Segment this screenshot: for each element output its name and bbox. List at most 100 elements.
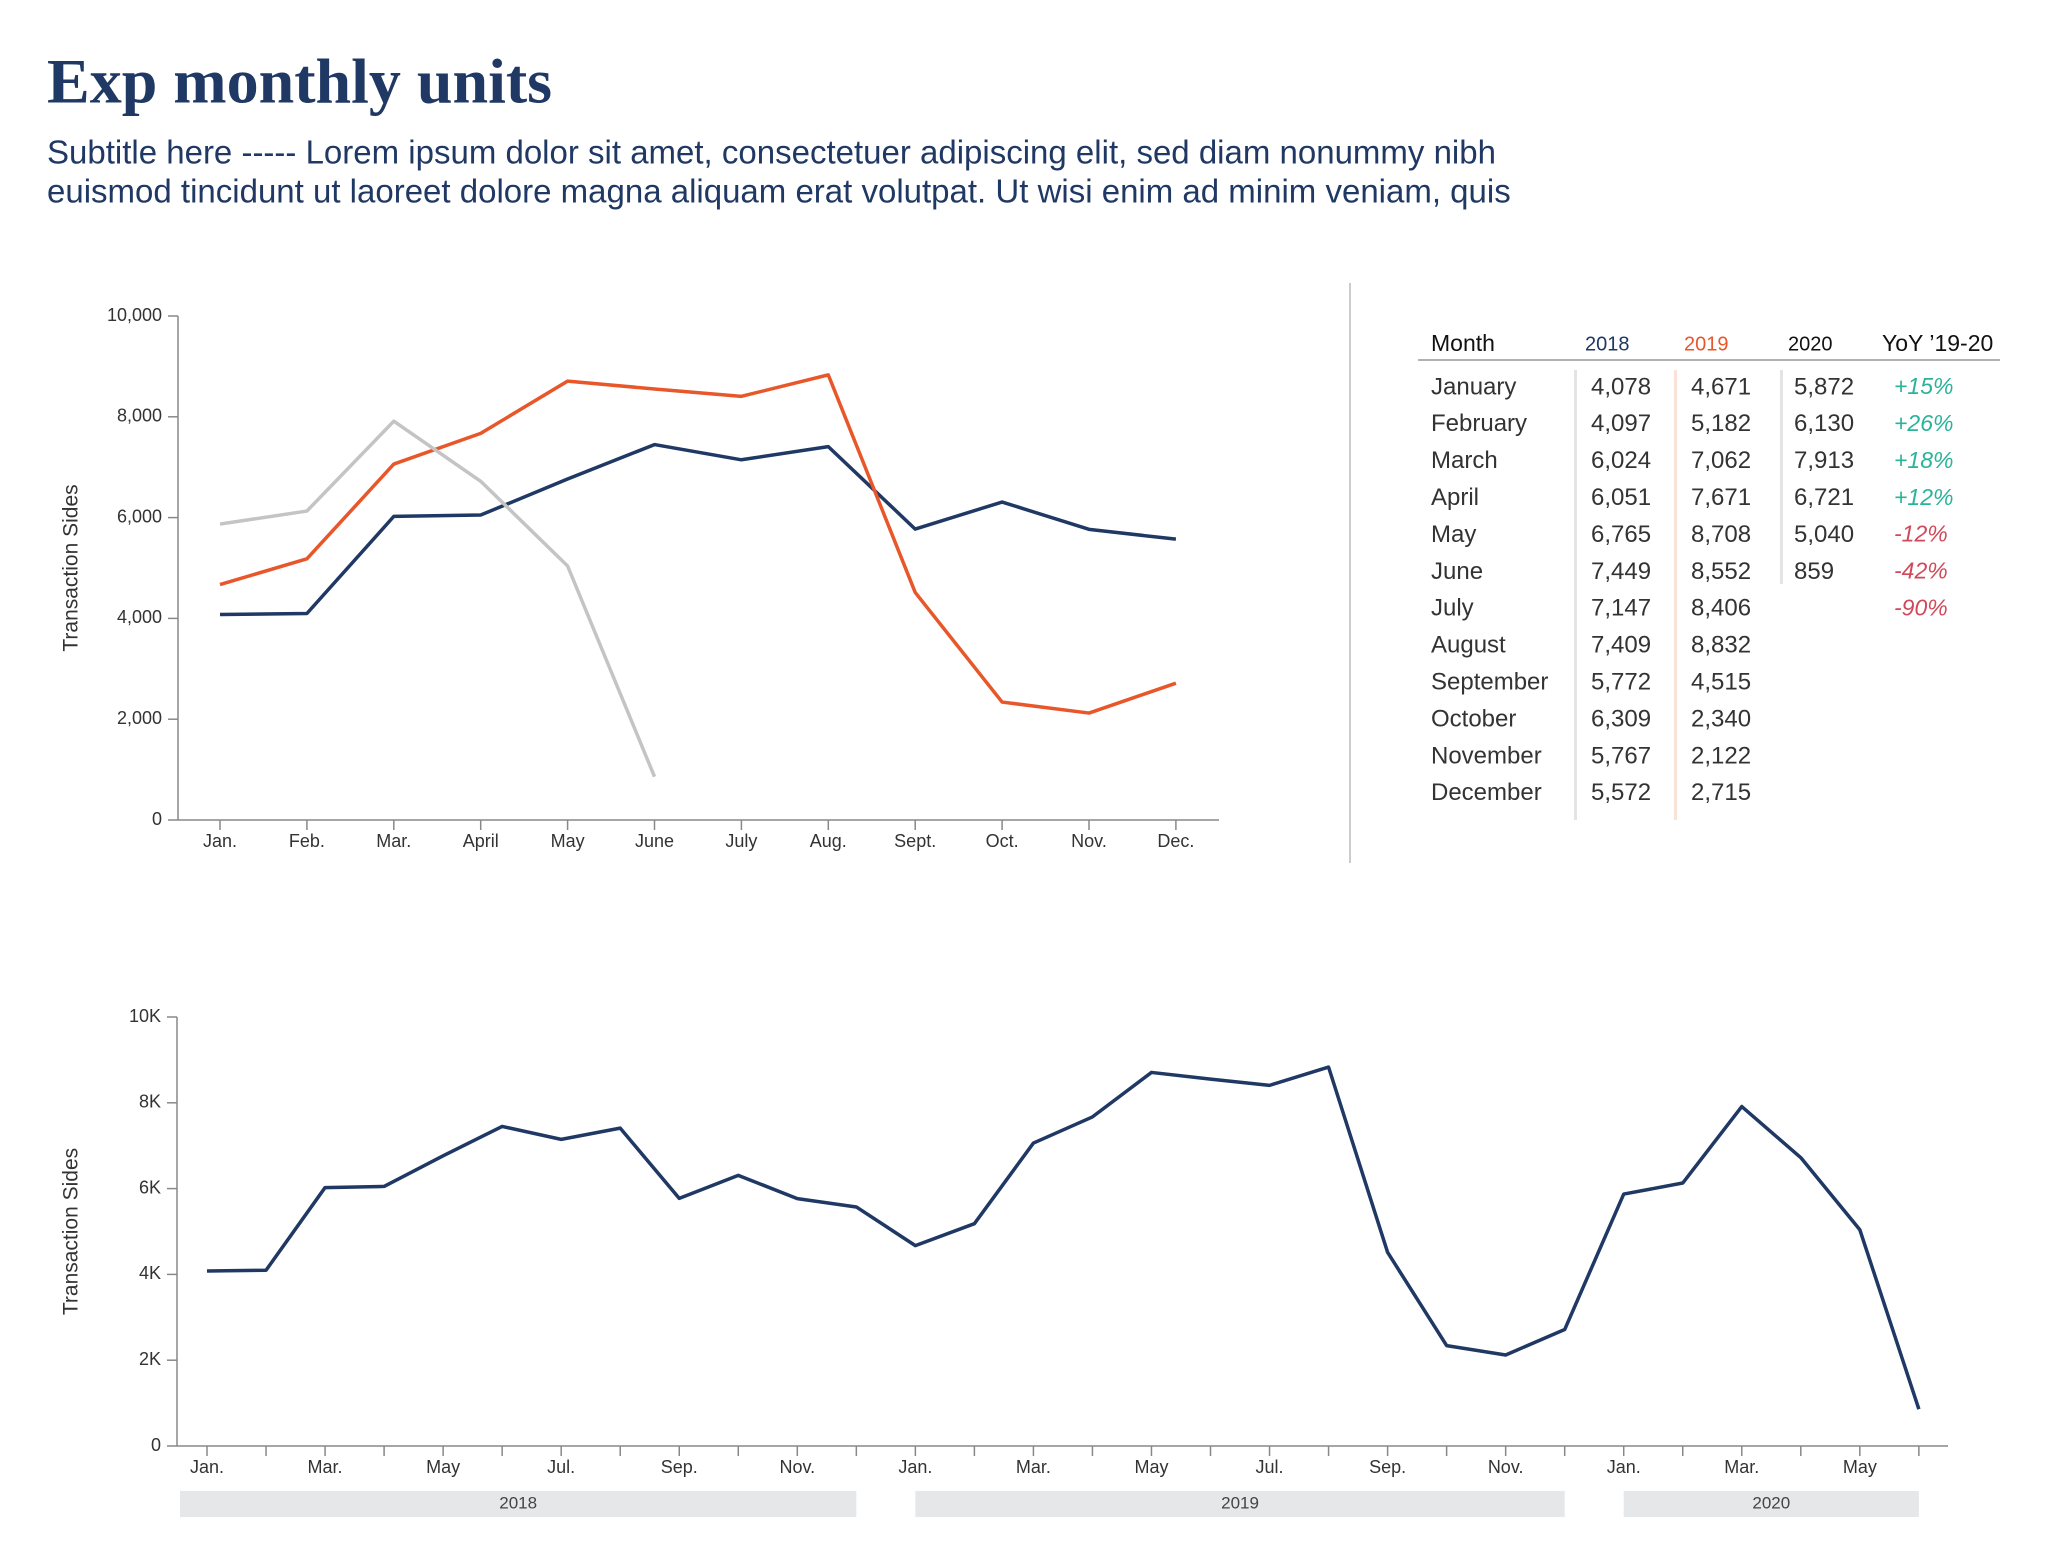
x-tick-label: Sep. [661,1457,698,1477]
x-tick-label: June [635,831,674,851]
y-axis-label: Transaction Sides [60,484,83,651]
x-tick-label: April [463,831,499,851]
subtitle: euismod tincidunt ut laoreet dolore magn… [47,173,1511,210]
x-tick-label: Dec. [1157,831,1194,851]
table-cell: June [1431,558,1483,585]
yoy-cell: +18% [1894,447,1953,473]
y-tick-label: 4,000 [117,607,162,627]
x-tick-label: Oct. [986,831,1019,851]
table-cell: 5,572 [1591,779,1651,806]
table-cell: May [1431,521,1476,548]
column-bar [1780,370,1783,584]
table-cell: November [1431,742,1542,769]
table-cell: 8,552 [1691,558,1751,585]
table-cell: 5,040 [1794,521,1854,548]
table-cell: 5,767 [1591,742,1651,769]
table-cell: 7,147 [1591,595,1651,622]
table-cell: 2,715 [1691,779,1751,806]
x-tick-label: Aug. [810,831,847,851]
column-bar [1574,370,1577,820]
x-tick-label: Jan. [203,831,237,851]
table-cell: 6,309 [1591,705,1651,732]
x-tick-label: May [1134,1457,1168,1477]
data-line [219,373,1177,715]
year-band [180,1491,857,1517]
table-cell: 6,721 [1794,484,1854,511]
x-tick-label: Jul. [547,1457,575,1477]
x-tick-label: Sept. [894,831,936,851]
table-cell: August [1431,632,1506,659]
year-label: 2019 [1221,1493,1259,1512]
table-cell: January [1431,373,1516,400]
table-cell: 4,515 [1691,669,1751,696]
table-cell: 6,051 [1591,484,1651,511]
table-cell: 5,872 [1794,373,1854,400]
year-band [1623,1491,1919,1517]
year-label: 2020 [1752,1493,1790,1512]
y-tick-label: 10K [129,1006,161,1026]
y-axis-label: Transaction Sides [60,1148,83,1315]
data-line [206,1065,1921,1410]
x-tick-label: Jan. [190,1457,224,1477]
table-cell: 6,765 [1591,521,1651,548]
y-tick-label: 8K [139,1092,161,1112]
table-header: YoY ’19-20 [1882,330,1993,356]
table-cell: September [1431,669,1548,696]
table-cell: April [1431,484,1479,511]
x-tick-label: Mar. [376,831,411,851]
table-header: 2020 [1788,333,1833,355]
data-line [219,419,657,778]
x-tick-label: Mar. [308,1457,343,1477]
x-tick-label: Mar. [1016,1457,1051,1477]
table-cell: 4,097 [1591,410,1651,437]
yoy-cell: +15% [1894,373,1953,399]
table-cell: July [1431,595,1474,622]
table-header: 2018 [1585,333,1630,355]
y-tick-label: 4K [139,1263,161,1283]
year-label: 2018 [499,1493,537,1512]
yoy-cell: +12% [1894,484,1953,510]
table-cell: 5,772 [1591,669,1651,696]
table-cell: 4,078 [1591,373,1651,400]
y-tick-label: 6,000 [117,506,162,526]
table-cell: 7,409 [1591,632,1651,659]
yoy-cell: -42% [1894,558,1948,584]
table-cell: February [1431,410,1527,437]
yoy-cell: +26% [1894,410,1953,436]
x-tick-label: May [1843,1457,1877,1477]
table-header: 2019 [1684,333,1729,355]
x-tick-label: May [551,831,585,851]
table-cell: October [1431,705,1516,732]
table-cell: 8,708 [1691,521,1751,548]
yoy-cell: -90% [1894,594,1948,620]
table-cell: 859 [1794,558,1834,585]
x-tick-label: Mar. [1724,1457,1759,1477]
table-header: Month [1431,330,1495,356]
table-cell: 7,062 [1691,447,1751,474]
table-cell: 2,340 [1691,705,1751,732]
year-band [915,1491,1565,1517]
y-tick-label: 0 [152,809,162,829]
x-tick-label: May [426,1457,460,1477]
table-cell: 7,671 [1691,484,1751,511]
y-tick-label: 2,000 [117,708,162,728]
table-cell: 6,024 [1591,447,1651,474]
page-title: Exp monthly units [47,46,552,117]
table-cell: 7,913 [1794,447,1854,474]
table-cell: December [1431,779,1542,806]
y-tick-label: 2K [139,1349,161,1369]
table-cell: March [1431,447,1498,474]
y-tick-label: 6K [139,1177,161,1197]
column-bar [1674,370,1677,820]
data-line [219,442,1177,617]
x-tick-label: Jan. [898,1457,932,1477]
table-cell: 8,832 [1691,632,1751,659]
table-cell: 5,182 [1691,410,1751,437]
y-tick-label: 0 [151,1435,161,1455]
table-cell: 8,406 [1691,595,1751,622]
y-tick-label: 8,000 [117,406,162,426]
table-cell: 4,671 [1691,373,1751,400]
table-cell: 7,449 [1591,558,1651,585]
